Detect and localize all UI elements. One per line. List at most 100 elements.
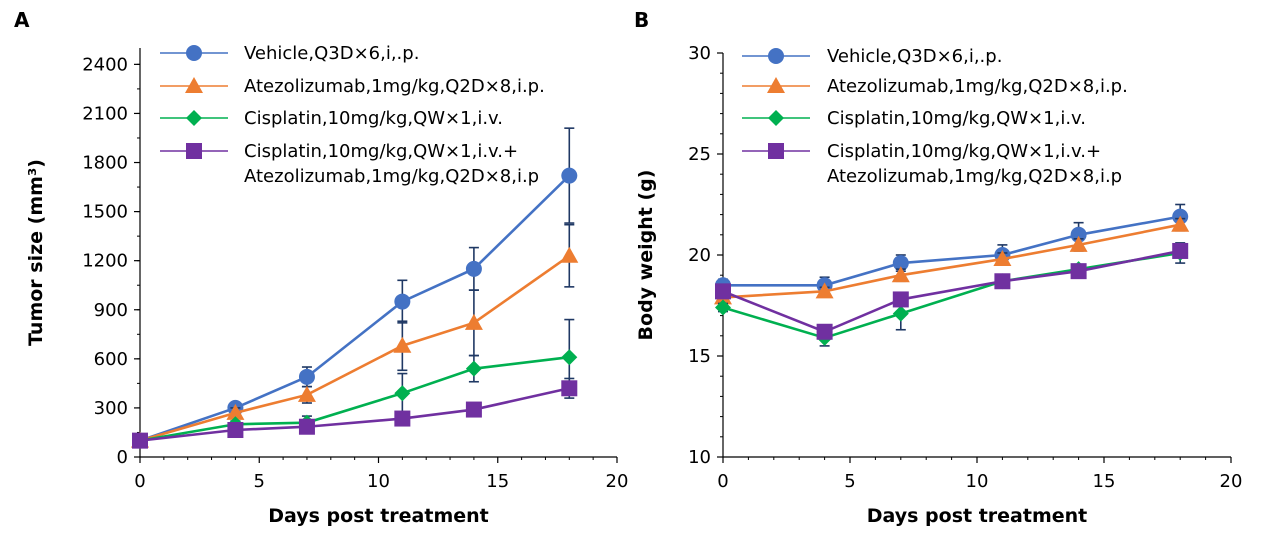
data-point [464, 313, 483, 330]
series-line [722, 251, 1181, 340]
data-point [561, 167, 578, 184]
data-point [1070, 263, 1087, 280]
y-tick-label: 30 [688, 43, 711, 64]
legend-label-line: Atezolizumab,1mg/kg,Q2D×8,i.p. [827, 76, 1128, 97]
series-3 [132, 377, 578, 449]
legend-entry-0: Vehicle,Q3D×6,i,.p. [160, 43, 419, 64]
y-axis-title: Body weight (g) [635, 170, 657, 341]
legend-entry-3: Cisplatin,10mg/kg,QW×1,i.v.+ Atezolizumab… [742, 141, 1122, 187]
x-tick-label: 15 [486, 471, 509, 492]
x-tick-label: 5 [844, 471, 855, 492]
legend-label: Atezolizumab,1mg/kg,Q2D×8,i.p. [244, 76, 545, 97]
data-point [891, 266, 910, 283]
legend-marker [186, 45, 202, 61]
panel-a: A 0 5 10 15 20 0 300 600 900 1200 1500 1800 2100 2400 D… [14, 8, 628, 527]
x-tick-label: 20 [1220, 471, 1243, 492]
legend-label: Cisplatin,10mg/kg,QW×1,i.v.+ Atezolizumab… [244, 141, 539, 187]
legend-label: Cisplatin,10mg/kg,QW×1,i.v. [244, 108, 503, 129]
legend-label: Atezolizumab,1mg/kg,Q2D×8,i.p. [827, 76, 1128, 97]
y-tick-label: 1800 [82, 153, 128, 174]
data-point [1172, 242, 1189, 259]
y-axis-title: Tumor size (mm³) [25, 159, 47, 346]
legend-label: Cisplatin,10mg/kg,QW×1,i.v.+ Atezolizumab… [827, 141, 1122, 187]
data-point [465, 260, 482, 277]
data-point [393, 336, 412, 353]
y-tick-label: 20 [688, 245, 711, 266]
legend-entry-0: Vehicle,Q3D×6,i,.p. [742, 46, 1002, 67]
y-tick-label: 600 [94, 349, 128, 370]
legend-entry-1: Atezolizumab,1mg/kg,Q2D×8,i.p. [160, 76, 545, 97]
x-tick-label: 15 [1093, 471, 1116, 492]
legend-label: Cisplatin,10mg/kg,QW×1,i.v. [827, 108, 1086, 129]
legend-marker [186, 110, 202, 126]
data-point [394, 410, 411, 427]
y-tick-label: 300 [94, 398, 128, 419]
data-point [993, 250, 1012, 267]
legend-label-line: Cisplatin,10mg/kg,QW×1,i.v.+ [244, 141, 518, 162]
data-point [715, 283, 731, 300]
legend-label-line: Cisplatin,10mg/kg,QW×1,i.v.+ [827, 141, 1101, 162]
x-tick-label: 10 [966, 471, 989, 492]
series-1 [714, 215, 1190, 305]
legend-label: Vehicle,Q3D×6,i,.p. [827, 46, 1002, 67]
legend-entry-2: Cisplatin,10mg/kg,QW×1,i.v. [160, 108, 503, 129]
panel-b: B 0 5 10 15 20 10 15 20 25 30 Days post treatment Bo… [634, 8, 1242, 527]
data-point [132, 432, 148, 449]
data-point [298, 418, 315, 435]
data-point [816, 323, 833, 340]
y-tick-label: 0 [117, 447, 128, 468]
x-tick-label: 5 [254, 471, 265, 492]
legend-label-line: Atezolizumab,1mg/kg,Q2D×8,i.p [244, 166, 539, 187]
data-point [892, 305, 909, 322]
data-point [226, 403, 245, 420]
y-tick-label: 900 [94, 300, 128, 321]
series-3 [715, 242, 1189, 340]
series-line [139, 355, 570, 442]
data-point [297, 385, 316, 402]
y-tick-label: 2100 [82, 103, 128, 124]
x-tick-label: 20 [606, 471, 629, 492]
series-1 [131, 223, 579, 448]
series-line [722, 223, 1181, 299]
x-tick-label: 0 [717, 471, 728, 492]
data-point [715, 299, 731, 316]
legend-entry-2: Cisplatin,10mg/kg,QW×1,i.v. [742, 108, 1086, 129]
y-tick-label: 15 [688, 346, 711, 367]
y-tick-label: 1500 [82, 202, 128, 223]
legend-marker [768, 143, 784, 159]
data-point [394, 293, 411, 310]
x-tick-label: 0 [134, 471, 145, 492]
data-point [394, 385, 411, 402]
data-point [560, 246, 579, 263]
series-0 [715, 203, 1189, 295]
panel-letter: B [634, 8, 649, 32]
legend-marker [767, 77, 785, 93]
legend-marker [768, 110, 784, 126]
panel-letter: A [14, 8, 30, 32]
series-line [139, 387, 570, 442]
series-line [723, 215, 1181, 287]
data-point [892, 291, 909, 308]
legend-label-line: Atezolizumab,1mg/kg,Q2D×8,i.p [827, 166, 1122, 187]
data-point [1069, 235, 1088, 252]
series-line [722, 249, 1181, 334]
y-tick-label: 25 [688, 144, 711, 165]
data-point [298, 368, 315, 385]
legend-entry-1: Atezolizumab,1mg/kg,Q2D×8,i.p. [742, 76, 1128, 97]
x-axis-title: Days post treatment [268, 505, 489, 527]
data-point [1171, 215, 1190, 232]
x-axis-title: Days post treatment [867, 505, 1088, 527]
y-tick-label: 1200 [82, 251, 128, 272]
legend-label: Vehicle,Q3D×6,i,.p. [244, 43, 419, 64]
legend-label-line: Vehicle,Q3D×6,i,.p. [244, 43, 419, 64]
y-tick-label: 10 [688, 447, 711, 468]
legend-marker [768, 48, 784, 64]
series-line [139, 254, 571, 442]
data-point [815, 282, 834, 299]
y-tick-label: 2400 [82, 54, 128, 75]
data-point [561, 380, 578, 397]
legend-label-line: Vehicle,Q3D×6,i,.p. [827, 46, 1002, 67]
series-line [139, 174, 571, 442]
legend-label-line: Cisplatin,10mg/kg,QW×1,i.v. [244, 108, 503, 129]
